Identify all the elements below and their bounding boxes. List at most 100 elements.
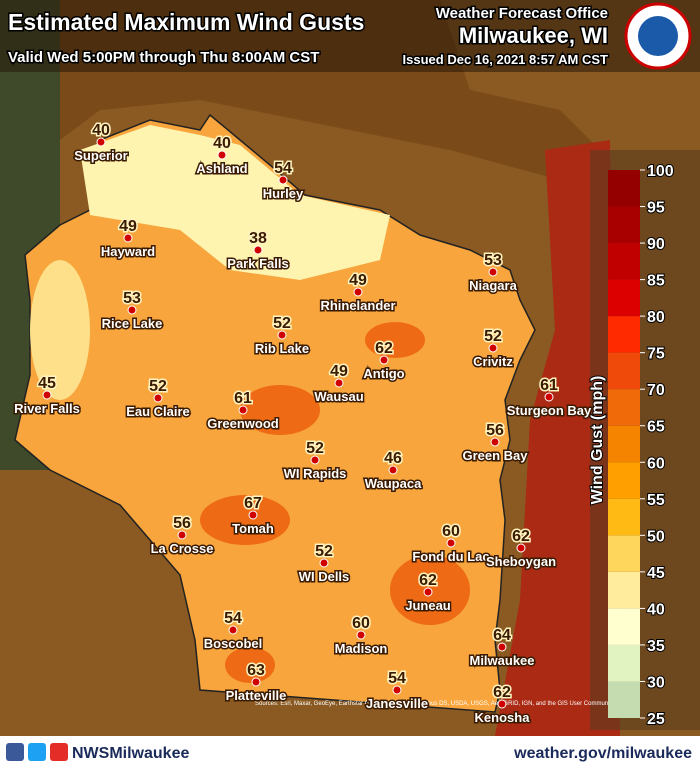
city-value: 60 <box>352 615 370 632</box>
city-name: La Crosse <box>151 541 214 556</box>
city-dot <box>153 393 163 403</box>
city-value: 54 <box>274 160 292 177</box>
legend-swatch <box>608 498 640 536</box>
legend-swatch <box>608 681 640 718</box>
legend-swatch <box>608 425 640 463</box>
high-region <box>200 495 290 545</box>
city-dot <box>127 305 137 315</box>
legend-swatch <box>608 535 640 572</box>
city-dot <box>123 233 133 243</box>
city-dot <box>310 455 320 465</box>
city-name: Antigo <box>363 366 404 381</box>
issued: Issued Dec 16, 2021 8:57 AM CST <box>403 52 609 67</box>
office-label: Weather Forecast Office <box>436 5 608 22</box>
city-name: WI Rapids <box>284 466 347 481</box>
city-dot <box>228 625 238 635</box>
footer-band <box>0 736 700 768</box>
city-name: Janesville <box>366 696 428 711</box>
city-value: 40 <box>92 122 110 139</box>
city-name: Niagara <box>469 278 517 293</box>
social[interactable]: NWSMilwaukee <box>72 745 189 762</box>
city-name: Sheboygan <box>486 554 556 569</box>
city-value: 45 <box>38 375 56 392</box>
city-name: Greenwood <box>207 416 279 431</box>
city-name: Tomah <box>232 521 274 536</box>
city-name: Wausau <box>314 389 363 404</box>
city-dot <box>497 699 507 709</box>
city-name: Superior <box>74 148 127 163</box>
city-name: WI Dells <box>299 569 350 584</box>
city-value: 38 <box>249 230 267 247</box>
legend-tick-label: 90 <box>647 236 665 253</box>
city-dot <box>488 343 498 353</box>
city-value: 46 <box>384 450 402 467</box>
city-name: Hurley <box>263 186 304 201</box>
city-name: Green Bay <box>462 448 528 463</box>
url[interactable]: weather.gov/milwaukee <box>513 745 692 762</box>
legend-tick-label: 50 <box>647 528 665 545</box>
legend-swatch <box>608 389 640 426</box>
legend-tick-label: 55 <box>647 492 665 509</box>
high-region <box>240 385 320 435</box>
city-value: 64 <box>493 627 511 644</box>
city-name: Rhinelander <box>320 298 395 313</box>
city-value: 52 <box>273 315 291 332</box>
legend-swatch <box>608 462 640 499</box>
title: Estimated Maximum Wind Gusts <box>8 9 364 35</box>
legend-swatch <box>608 279 640 317</box>
youtube-icon[interactable] <box>50 743 68 761</box>
city-dot <box>248 510 258 520</box>
city-dot <box>334 378 344 388</box>
twitter-icon[interactable] <box>28 743 46 761</box>
legend-swatch <box>608 206 640 244</box>
city-value: 67 <box>244 495 262 512</box>
city-dot <box>423 587 433 597</box>
city-dot <box>490 437 500 447</box>
city-dot <box>356 630 366 640</box>
city-dot <box>353 287 363 297</box>
city-dot <box>277 330 287 340</box>
high-region <box>225 647 275 683</box>
city-value: 52 <box>315 543 333 560</box>
legend-swatch <box>608 644 640 682</box>
city-value: 63 <box>247 662 265 679</box>
office: Milwaukee, WI <box>459 23 608 48</box>
city-value: 62 <box>493 684 511 701</box>
legend-swatch <box>608 316 640 353</box>
legend-tick-label: 80 <box>647 309 665 326</box>
city-value: 53 <box>123 290 141 307</box>
city-name: Juneau <box>405 598 451 613</box>
city-value: 62 <box>419 572 437 589</box>
city-dot <box>379 355 389 365</box>
city-value: 54 <box>388 670 406 687</box>
legend-tick-label: 100 <box>647 163 674 180</box>
legend-tick-label: 45 <box>647 565 665 582</box>
city-value: 60 <box>442 523 460 540</box>
city-value: 49 <box>330 363 348 380</box>
city-value: 62 <box>375 340 393 357</box>
city-dot <box>544 392 554 402</box>
city-name: Park Falls <box>227 256 288 271</box>
city-value: 54 <box>224 610 242 627</box>
legend-swatch <box>608 608 640 645</box>
city-value: 61 <box>234 390 252 407</box>
city-name: Platteville <box>226 688 287 703</box>
city-name: Ashland <box>196 161 247 176</box>
legend-swatch <box>608 571 640 609</box>
city-dot <box>177 530 187 540</box>
sources: Sources: Esri, Maxar, GeoEye, Earthstar … <box>255 701 614 707</box>
city-value: 53 <box>484 252 502 269</box>
city-dot <box>96 137 106 147</box>
city-name: River Falls <box>14 401 80 416</box>
city-value: 40 <box>213 135 231 152</box>
nws-logo-inner <box>638 16 678 56</box>
city-value: 52 <box>149 378 167 395</box>
legend-swatch <box>608 352 640 390</box>
city-name: Eau Claire <box>126 404 190 419</box>
legend-tick-label: 85 <box>647 273 665 290</box>
city-value: 56 <box>486 422 504 439</box>
city-value: 62 <box>512 528 530 545</box>
facebook-icon[interactable] <box>6 743 24 761</box>
city-dot <box>42 390 52 400</box>
city-name: Waupaca <box>365 476 422 491</box>
